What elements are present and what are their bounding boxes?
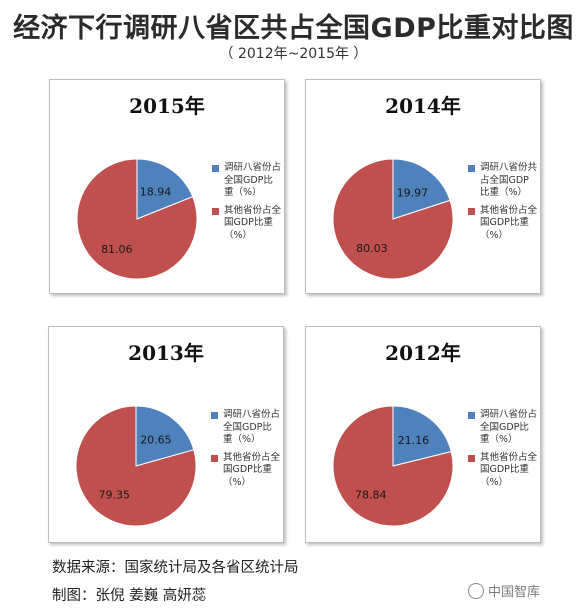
legend-label: 其他省份占全国GDP比重（%）	[224, 204, 282, 241]
pie-panel-2015: 2015年 18.94 81.06 调研八省份占全国GDP比重（%） 其他省份占全…	[49, 79, 285, 294]
pie-slice-share	[392, 158, 451, 220]
pie-panel-2013: 2013年 20.65 79.35 调研八省份占全国GDP比重（%） 其他省份占全…	[48, 326, 284, 543]
legend: 调研八省份占全国GDP比重（%） 其他省份占全国GDP比重（%）	[468, 409, 538, 494]
pie-chart: 21.16 78.84	[332, 405, 454, 527]
panel-title: 2012年	[385, 341, 461, 365]
data-label-other: 78.84	[355, 488, 387, 501]
legend-item-share: 调研八省份占全国GDP比重（%）	[211, 409, 281, 447]
pie-panel-2014: 2014年 19.97 80.03 调研八省份共占全国GDP比重（%） 其他省份占…	[305, 79, 541, 294]
data-label-share: 20.65	[140, 434, 172, 447]
legend-label: 其他省份占全国GDP比重（%）	[480, 204, 538, 241]
chart-title: 经济下行调研八省区共占全国GDP比重对比图	[13, 13, 574, 44]
legend-swatch-other	[212, 207, 219, 215]
data-source-note: 数据来源：国家统计局及各省区统计局	[52, 560, 299, 576]
legend-swatch-other	[468, 207, 475, 215]
legend-item-share: 调研八省份共占全国GDP比重（%）	[468, 162, 538, 200]
legend-label: 其他省份占全国GDP比重（%）	[480, 451, 538, 488]
legend-label: 调研八省份占全国GDP比重（%）	[223, 409, 281, 445]
legend-swatch-other	[211, 454, 218, 462]
legend-item-other: 其他省份占全国GDP比重（%）	[212, 205, 282, 243]
legend: 调研八省份占全国GDP比重（%） 其他省份占全国GDP比重（%）	[211, 409, 281, 494]
legend: 调研八省份占全国GDP比重（%） 其他省份占全国GDP比重（%）	[212, 162, 282, 247]
data-label-other: 81.06	[101, 243, 133, 256]
panel-title: 2014年	[385, 94, 461, 118]
legend-swatch-share	[468, 165, 475, 172]
legend-item-other: 其他省份占全国GDP比重（%）	[211, 452, 281, 490]
legend-label: 调研八省份占全国GDP比重（%）	[480, 409, 538, 445]
pie-chart: 18.94 81.06	[76, 158, 198, 280]
legend-swatch-share	[211, 412, 218, 419]
pie-slice-other	[75, 405, 197, 527]
data-label-share: 21.16	[398, 434, 430, 447]
data-label-other: 80.03	[356, 242, 388, 255]
watermark-text: 中国智库	[488, 585, 541, 600]
pie-panel-2012: 2012年 21.16 78.84 调研八省份占全国GDP比重（%） 其他省份占全…	[305, 326, 541, 543]
panel-title: 2015年	[129, 94, 205, 118]
pie-slice-other	[332, 158, 454, 280]
data-label-share: 18.94	[140, 186, 172, 199]
legend: 调研八省份共占全国GDP比重（%） 其他省份占全国GDP比重（%）	[468, 162, 538, 247]
wechat-icon	[468, 583, 484, 599]
data-label-other: 79.35	[98, 489, 130, 502]
legend-item-other: 其他省份占全国GDP比重（%）	[468, 452, 538, 490]
watermark: 中国智库	[468, 581, 540, 600]
pie-slice-share	[392, 405, 452, 467]
legend-item-other: 其他省份占全国GDP比重（%）	[468, 205, 538, 243]
data-label-share: 19.97	[397, 186, 429, 199]
legend-swatch-share	[212, 165, 219, 172]
pie-chart: 20.65 79.35	[75, 405, 197, 527]
legend-swatch-share	[468, 412, 475, 419]
legend-item-share: 调研八省份占全国GDP比重（%）	[468, 409, 538, 447]
pie-slice-share	[135, 405, 195, 467]
legend-label: 调研八省份占全国GDP比重（%）	[224, 162, 282, 198]
panel-title: 2013年	[128, 341, 204, 365]
pie-slice-share	[136, 158, 194, 220]
chart-subtitle: （ 2012年~2015年 ）	[219, 46, 368, 62]
legend-label: 其他省份占全国GDP比重（%）	[223, 451, 281, 488]
chart-credit: 制图：张倪 姜巍 高妍蕊	[52, 588, 207, 604]
pie-slice-other	[332, 405, 454, 527]
pie-slice-other	[76, 158, 198, 280]
legend-label: 调研八省份共占全国GDP比重（%）	[480, 162, 538, 198]
legend-swatch-other	[468, 454, 475, 462]
legend-item-share: 调研八省份占全国GDP比重（%）	[212, 162, 282, 200]
pie-chart: 19.97 80.03	[332, 158, 454, 280]
